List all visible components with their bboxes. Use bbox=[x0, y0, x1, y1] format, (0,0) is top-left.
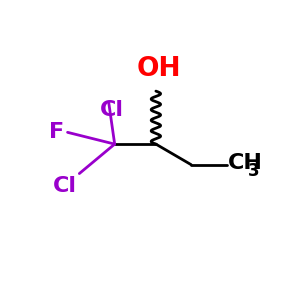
Text: OH: OH bbox=[136, 56, 181, 82]
Text: F: F bbox=[50, 122, 64, 142]
Text: CH: CH bbox=[228, 153, 263, 173]
Text: Cl: Cl bbox=[52, 176, 76, 196]
Text: 3: 3 bbox=[248, 162, 260, 180]
Text: Cl: Cl bbox=[100, 100, 124, 120]
